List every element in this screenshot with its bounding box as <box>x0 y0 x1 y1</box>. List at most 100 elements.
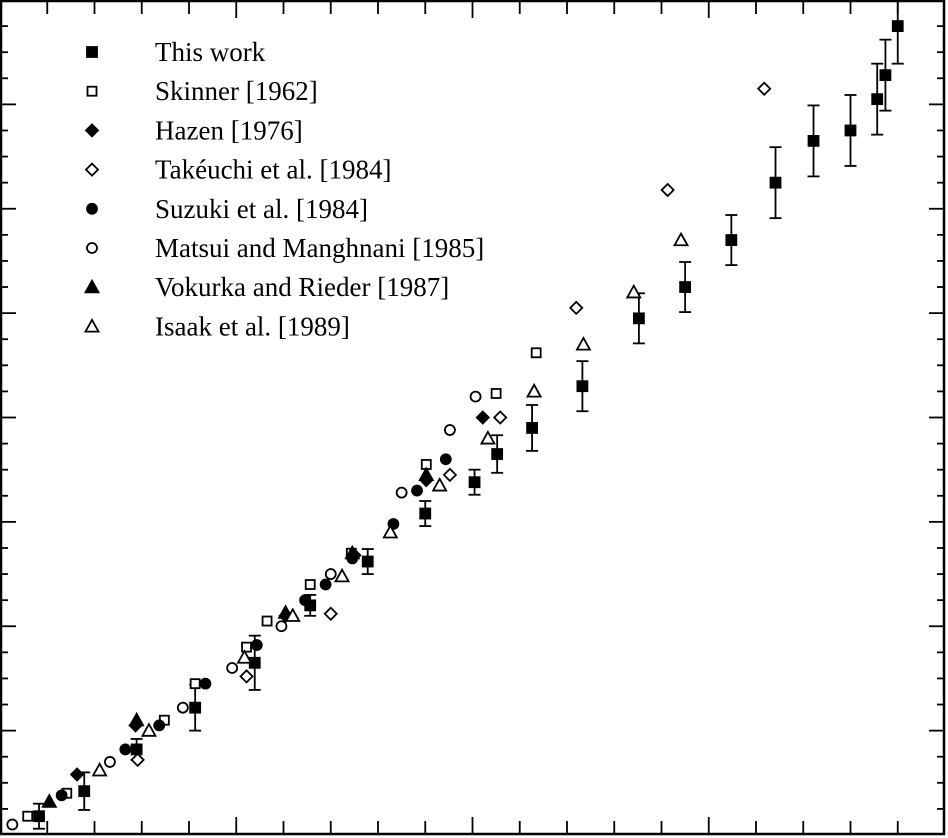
data-point <box>418 466 435 482</box>
data-point <box>78 785 91 798</box>
data-point <box>250 639 263 651</box>
data-point <box>41 793 58 808</box>
data-point <box>299 594 311 607</box>
legend-marker <box>83 318 101 333</box>
legend-label: Matsui and Manghnani [1985] <box>155 233 484 263</box>
legend-label: Isaak et al. [1989] <box>155 311 350 341</box>
legend-marker <box>86 242 98 254</box>
legend-marker <box>86 202 98 215</box>
data-point <box>444 424 456 436</box>
data-marks <box>6 0 904 831</box>
data-point <box>844 124 857 137</box>
legend: This work Skinner [1962] Hazen [1976] Takéu… <box>83 37 484 341</box>
data-point <box>625 283 642 299</box>
data-point <box>239 669 254 684</box>
data-point <box>419 507 432 520</box>
data-point <box>492 410 508 425</box>
data-point <box>153 719 166 732</box>
data-point <box>91 761 108 777</box>
data-point <box>119 743 132 756</box>
data-point <box>576 380 589 393</box>
data-point <box>442 467 458 483</box>
legend-marker <box>84 162 100 177</box>
legend-label: Skinner [1962] <box>155 76 318 106</box>
data-point <box>871 93 884 106</box>
data-point <box>324 568 337 580</box>
legend-entry-2: Hazen [1976] <box>84 115 303 145</box>
legend-marker <box>84 123 100 138</box>
data-point <box>769 176 782 189</box>
legend-entry-0: This work <box>86 37 266 67</box>
data-point <box>679 281 692 293</box>
data-point <box>490 388 502 399</box>
data-point <box>575 336 592 351</box>
data-point <box>479 430 496 445</box>
legend-label: Takéuchi et al. [1984] <box>155 155 392 185</box>
data-point <box>344 544 361 560</box>
data-point <box>361 555 374 568</box>
data-point <box>261 615 273 627</box>
data-point <box>568 300 584 316</box>
data-point <box>226 662 239 674</box>
legend-marker <box>83 278 101 294</box>
data-point <box>468 476 481 489</box>
legend-label: Vokurka and Rieder [1987] <box>155 272 449 302</box>
data-point <box>284 607 301 622</box>
data-point <box>69 767 85 782</box>
data-point <box>130 752 145 768</box>
legend-entry-5: Matsui and Manghnani [1985] <box>86 233 484 263</box>
data-point <box>491 448 504 460</box>
data-point <box>189 701 202 714</box>
data-point <box>130 743 143 756</box>
series-4 <box>55 453 452 802</box>
data-point <box>176 701 189 714</box>
data-point <box>660 182 675 198</box>
data-point <box>431 476 448 492</box>
data-point <box>236 649 253 664</box>
series-0 <box>33 0 904 830</box>
data-point <box>189 678 201 690</box>
data-point <box>128 711 145 727</box>
series-3 <box>130 81 772 768</box>
data-point <box>334 567 351 583</box>
data-point <box>807 135 820 147</box>
data-point <box>104 756 116 768</box>
data-point <box>756 81 772 96</box>
data-point <box>530 347 542 359</box>
data-point <box>475 410 491 425</box>
legend-entry-1: Skinner [1962] <box>86 76 318 106</box>
series-7 <box>91 231 690 777</box>
legend-label: Hazen [1976] <box>155 115 303 145</box>
data-point <box>55 789 68 802</box>
data-point <box>725 234 738 246</box>
legend-marker <box>86 46 98 58</box>
data-point <box>672 231 690 247</box>
data-point <box>199 677 212 690</box>
legend-entry-4: Suzuki et al. [1984] <box>86 194 368 224</box>
data-point <box>140 722 157 737</box>
legend-marker <box>86 85 98 97</box>
legend-label: This work <box>155 37 266 67</box>
data-point <box>304 579 316 590</box>
data-point <box>33 810 45 823</box>
data-point <box>395 486 408 499</box>
data-point <box>323 606 339 621</box>
data-point <box>22 810 34 822</box>
data-point <box>633 312 645 325</box>
data-point <box>879 69 892 82</box>
data-point <box>891 20 904 32</box>
series-1 <box>22 347 542 822</box>
data-point <box>6 818 19 831</box>
data-point <box>526 422 538 434</box>
data-point <box>241 641 252 653</box>
legend-entry-6: Vokurka and Rieder [1987] <box>83 272 449 302</box>
series-6 <box>41 383 543 808</box>
data-point <box>382 523 399 539</box>
legend-entry-7: Isaak et al. [1989] <box>83 311 350 341</box>
series-5 <box>6 390 482 831</box>
data-point <box>439 453 452 466</box>
